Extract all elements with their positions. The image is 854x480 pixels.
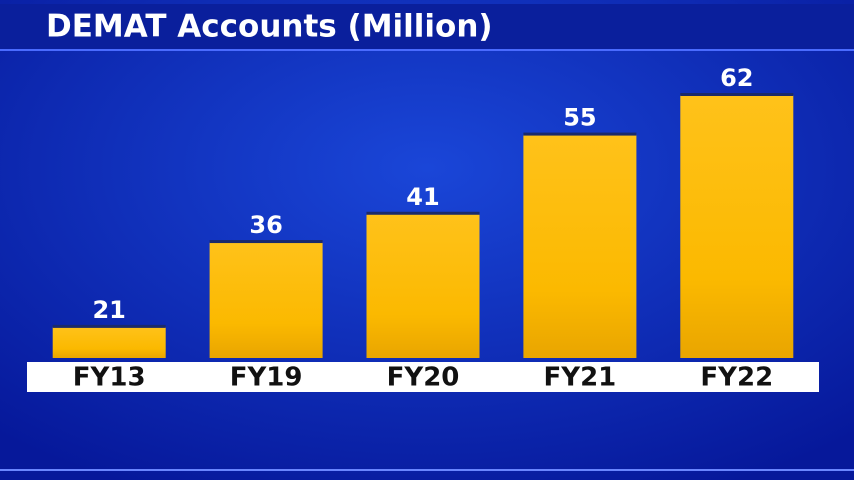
- x-tick-label: FY22: [700, 363, 773, 393]
- bar: [523, 134, 637, 358]
- bar: [366, 213, 480, 358]
- x-tick-label: FY21: [544, 363, 617, 393]
- category-strip: [27, 362, 819, 392]
- x-tick-label: FY20: [387, 363, 460, 393]
- value-label: 41: [406, 183, 439, 211]
- value-label: 62: [720, 64, 753, 92]
- chart-title: DEMAT Accounts (Million): [46, 9, 493, 45]
- bar-cap: [366, 211, 480, 215]
- bar-cap: [680, 93, 794, 96]
- x-tick-label: FY19: [230, 363, 303, 393]
- bar: [52, 326, 166, 358]
- bar-cap: [52, 324, 166, 328]
- value-label: 55: [563, 104, 596, 132]
- bar: [209, 242, 323, 358]
- title-bar: [0, 4, 854, 50]
- x-tick-label: FY13: [73, 363, 146, 393]
- value-label: 36: [249, 211, 282, 239]
- value-label: 21: [92, 296, 125, 324]
- bar-cap: [209, 240, 323, 244]
- bar-cap: [523, 132, 637, 136]
- bar: [680, 95, 794, 358]
